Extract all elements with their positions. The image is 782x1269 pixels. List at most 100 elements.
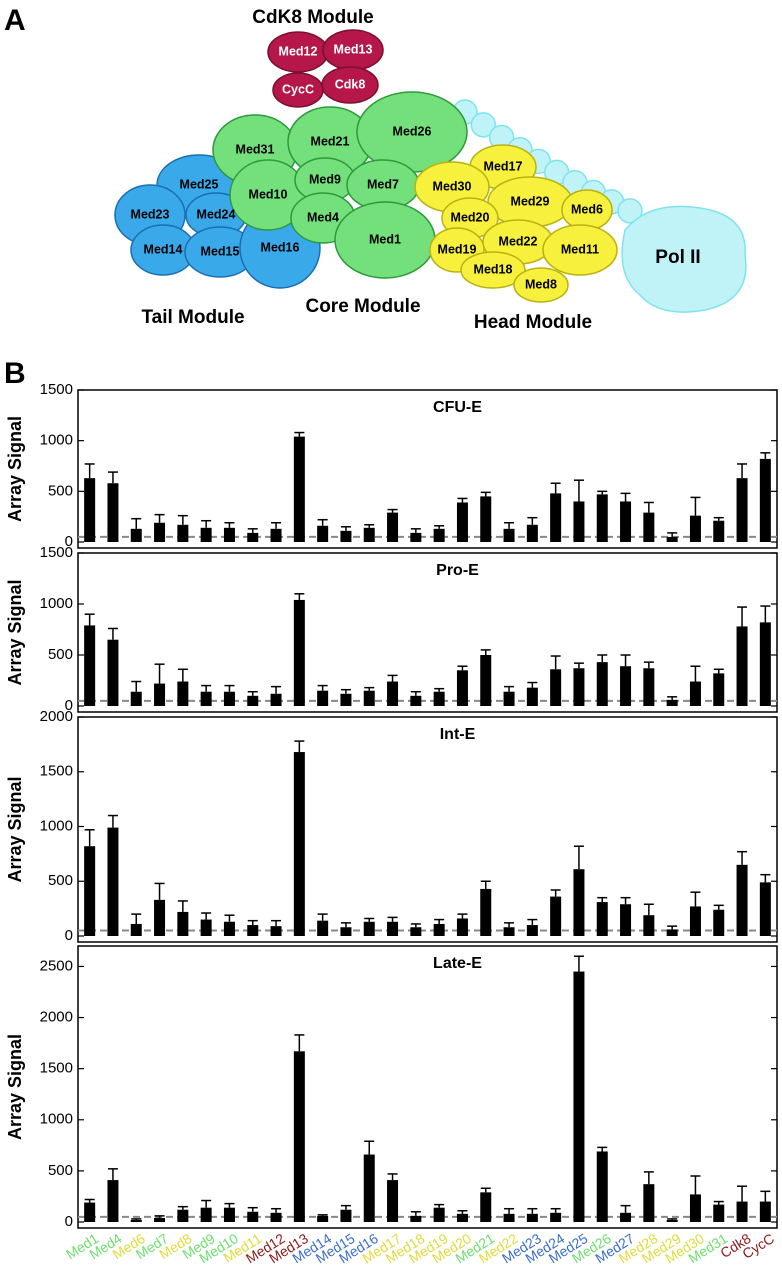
bar: [177, 1209, 189, 1222]
bar: [177, 524, 189, 542]
bar: [689, 906, 701, 936]
subunit-label: Med23: [131, 207, 170, 221]
bar: [223, 527, 235, 542]
bar: [456, 918, 468, 936]
polii-bead: [470, 112, 497, 138]
bar: [736, 626, 748, 706]
bar: [410, 532, 422, 542]
bar: [666, 929, 678, 936]
subunit-label: Med6: [571, 202, 603, 216]
subunit-label: CycC: [282, 82, 314, 96]
module-label: CdK8 Module: [252, 7, 373, 28]
y-tick-label: 1500: [40, 763, 73, 780]
bar: [387, 1180, 399, 1222]
y-tick-label: 1000: [40, 432, 73, 449]
bar: [643, 512, 655, 542]
bar: [643, 915, 655, 936]
bar: [293, 752, 305, 936]
bar: [480, 888, 492, 936]
subunit-label: Med29: [511, 194, 550, 208]
panel-label: A: [4, 4, 26, 37]
bar: [596, 662, 608, 706]
bar: [596, 494, 608, 542]
bar: [480, 655, 492, 706]
plot-frame: [77, 716, 778, 943]
bar: [293, 599, 305, 706]
bar: [154, 899, 166, 936]
chart-title: CFU-E: [433, 399, 482, 416]
bar: [340, 1209, 352, 1222]
subunit-label: Med18: [474, 262, 513, 276]
bar: [689, 1194, 701, 1222]
bar: [107, 639, 119, 706]
subunit: [513, 267, 569, 303]
bar: [643, 668, 655, 706]
y-tick-label: 1000: [40, 595, 73, 612]
bar: [270, 1212, 282, 1222]
bar: [759, 1201, 771, 1222]
bar: [573, 869, 585, 936]
plot-frame: [77, 945, 778, 1229]
bar: [363, 1154, 375, 1222]
y-tick-label: 1500: [40, 1060, 73, 1077]
bar: [317, 690, 329, 706]
bar: [456, 502, 468, 542]
bar: [130, 528, 142, 542]
plot-frame: [77, 552, 778, 713]
y-axis-label: Array Signal: [5, 416, 25, 522]
subunit-label: Med30: [433, 179, 472, 193]
subunit-label: Med1: [369, 232, 401, 246]
bar: [713, 673, 725, 706]
subunit-label: Med21: [311, 134, 350, 148]
bar: [503, 691, 515, 706]
y-tick-label: 0: [65, 697, 73, 714]
bar: [573, 668, 585, 706]
bar: [736, 1201, 748, 1222]
bar: [503, 528, 515, 542]
bar: [154, 683, 166, 706]
y-tick-label: 0: [65, 927, 73, 944]
subunit-label: Cdk8: [335, 77, 366, 91]
bar: [456, 670, 468, 706]
y-tick-label: 500: [48, 1162, 73, 1179]
polii-bead: [617, 198, 643, 224]
subunit-label: Med15: [201, 244, 240, 258]
y-tick-label: 0: [65, 1213, 73, 1230]
module-label: Pol II: [655, 247, 700, 268]
y-tick-label: 1500: [40, 381, 73, 398]
subunit-label: Med16: [261, 240, 300, 254]
bar: [666, 699, 678, 706]
y-tick-label: 1000: [40, 817, 73, 834]
bar: [363, 921, 375, 936]
bar: [433, 923, 445, 936]
bar: [387, 681, 399, 706]
bar: [410, 927, 422, 936]
subunit-label: Med17: [484, 159, 523, 173]
bar: [317, 920, 329, 936]
subunit-label: Med14: [144, 242, 183, 256]
y-tick-label: 0: [65, 533, 73, 550]
bar: [713, 520, 725, 542]
bar: [340, 530, 352, 542]
subunit-label: Med24: [197, 207, 236, 221]
subunit-label: Med25: [180, 177, 219, 191]
bar: [200, 691, 212, 706]
mediator-diagram: A Med25 Med23 Med24 Med14 Med15 Med16 Med31 Med2…: [4, 4, 747, 333]
bar: [759, 882, 771, 936]
bar: [293, 436, 305, 542]
bar: [247, 532, 259, 542]
subunit: [460, 251, 526, 289]
bar: [526, 1213, 538, 1222]
subunit-label: Med22: [499, 234, 538, 248]
y-axis-label: Array Signal: [5, 1034, 25, 1140]
bar: [666, 1219, 678, 1222]
bar: [526, 925, 538, 936]
bar: [620, 666, 632, 706]
bar: [270, 528, 282, 542]
bar: [340, 693, 352, 706]
bar: [154, 1217, 166, 1222]
bar: [736, 478, 748, 542]
bar: [759, 458, 771, 542]
bar: [433, 691, 445, 706]
